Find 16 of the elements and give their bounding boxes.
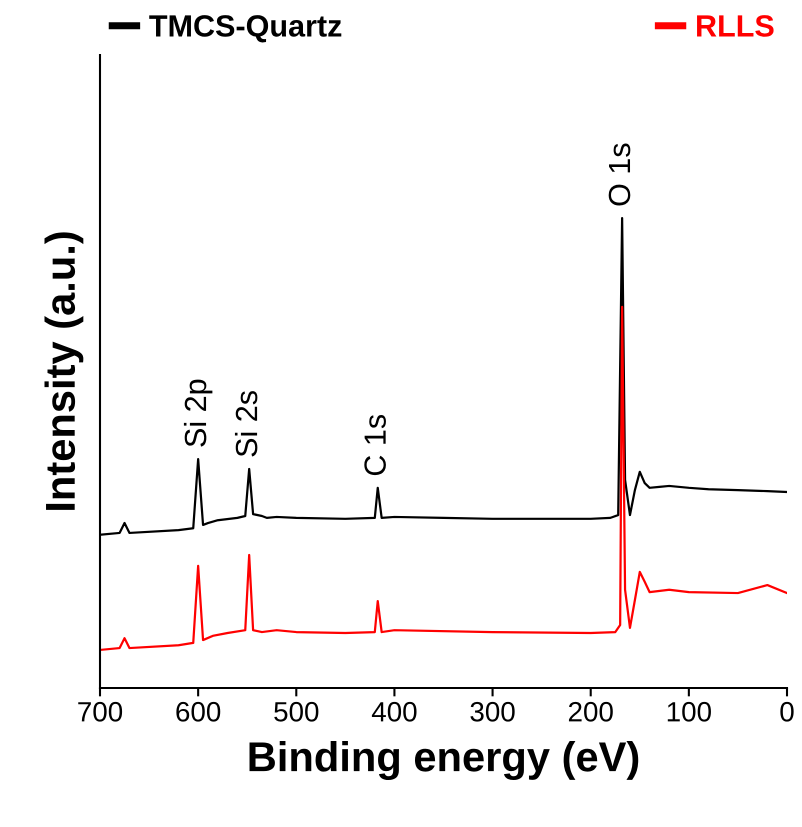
legend-label: RLLS: [697, 15, 774, 37]
x-tick-label: 700: [78, 702, 122, 722]
x-tick-label: 100: [668, 702, 711, 722]
x-tick-label: 500: [274, 702, 318, 722]
annotation: C 1s: [364, 414, 386, 476]
y-axis-title: Intensity (a.u.): [44, 232, 84, 510]
x-tick-label: 600: [176, 702, 220, 722]
x-tick-label: 200: [568, 702, 613, 722]
annotation: O 1s: [608, 144, 630, 206]
legend-label: TMCS-Quartz: [149, 15, 342, 42]
annotation: Si 2s: [234, 391, 258, 457]
annotation: Si 2p: [184, 380, 212, 447]
x-tick-label: 0: [780, 702, 794, 722]
x-axis-title: Binding energy (eV): [250, 740, 638, 780]
x-tick-label: 400: [372, 702, 417, 722]
x-tick-label: 300: [470, 702, 515, 722]
